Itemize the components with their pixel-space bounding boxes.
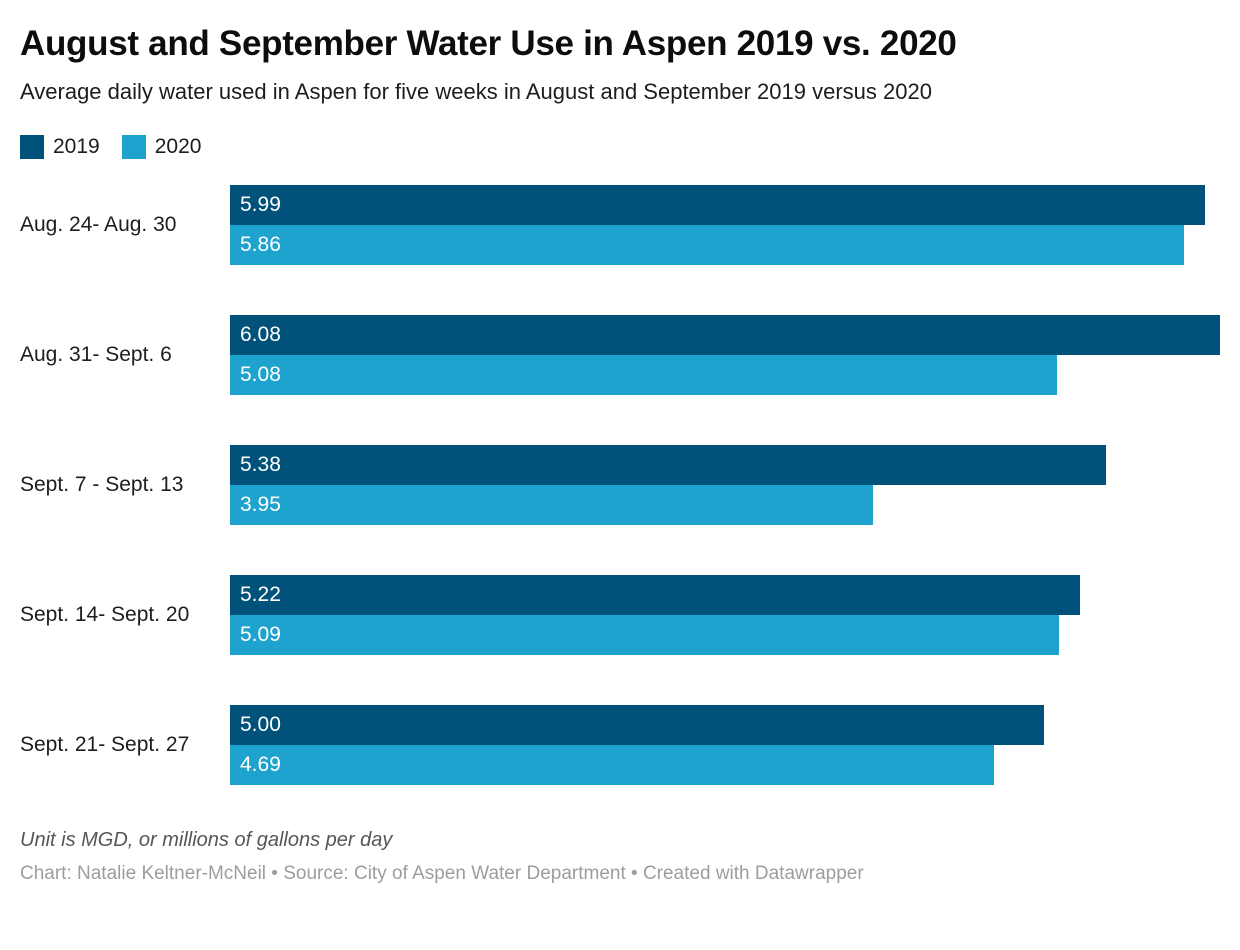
chart-container: August and September Water Use in Aspen … <box>0 24 1240 950</box>
bar-value-label: 5.08 <box>240 362 281 386</box>
bar-value-label: 5.09 <box>240 622 281 646</box>
legend-item-2019: 2019 <box>20 134 100 159</box>
bar-value-label: 6.08 <box>240 322 281 346</box>
chart-byline: Chart: Natalie Keltner-McNeil • Source: … <box>20 862 864 884</box>
bar-value-label: 5.86 <box>240 232 281 256</box>
bar-2020: 3.95 <box>230 484 874 525</box>
bar-group: 5.00 4.69 <box>230 704 1220 785</box>
bar-2019: 5.22 <box>230 574 1080 615</box>
legend-swatch-2020-icon <box>121 134 146 159</box>
category-label: Sept. 14- Sept. 20 <box>20 602 190 626</box>
legend-item-2020: 2020 <box>121 134 202 159</box>
bar-2020: 5.09 <box>230 614 1059 655</box>
bar-group: 5.99 5.86 <box>230 184 1220 265</box>
category-label: Aug. 24- Aug. 30 <box>20 212 177 236</box>
bar-2020: 5.08 <box>230 354 1058 395</box>
chart-row: Aug. 31- Sept. 6 6.08 5.08 <box>20 314 1220 395</box>
bar-value-label: 5.22 <box>240 582 281 606</box>
bar-2019: 5.99 <box>230 184 1206 225</box>
bar-value-label: 5.00 <box>240 712 281 736</box>
bar-group: 6.08 5.08 <box>230 314 1220 395</box>
chart-row: Aug. 24- Aug. 30 5.99 5.86 <box>20 184 1220 265</box>
bar-2019: 5.00 <box>230 704 1045 745</box>
legend-label-2019: 2019 <box>53 134 100 158</box>
chart-row: Sept. 7 - Sept. 13 5.38 3.95 <box>20 444 1220 525</box>
chart-row: Sept. 14- Sept. 20 5.22 5.09 <box>20 574 1220 655</box>
bar-group: 5.38 3.95 <box>230 444 1220 525</box>
bar-2019: 6.08 <box>230 314 1220 355</box>
chart-note: Unit is MGD, or millions of gallons per … <box>20 828 393 851</box>
bar-value-label: 4.69 <box>240 752 281 776</box>
bar-2019: 5.38 <box>230 444 1107 485</box>
bar-2020: 4.69 <box>230 744 994 785</box>
bar-2020: 5.86 <box>230 224 1185 265</box>
bar-value-label: 3.95 <box>240 492 281 516</box>
bar-group: 5.22 5.09 <box>230 574 1220 655</box>
category-label: Aug. 31- Sept. 6 <box>20 342 172 366</box>
legend-swatch-2019-icon <box>20 134 44 159</box>
chart-title: August and September Water Use in Aspen … <box>20 24 957 63</box>
legend: 2019 2020 <box>20 134 1220 159</box>
category-label: Sept. 21- Sept. 27 <box>20 732 190 756</box>
chart-row: Sept. 21- Sept. 27 5.00 4.69 <box>20 704 1220 785</box>
legend-label-2020: 2020 <box>154 134 202 158</box>
bar-value-label: 5.99 <box>240 192 281 216</box>
chart-subtitle: Average daily water used in Aspen for fi… <box>20 79 932 105</box>
bar-value-label: 5.38 <box>240 452 281 476</box>
category-label: Sept. 7 - Sept. 13 <box>20 472 184 496</box>
chart-rows: Aug. 24- Aug. 30 5.99 5.86 Aug. 31- Sept. 6… <box>20 184 1220 785</box>
